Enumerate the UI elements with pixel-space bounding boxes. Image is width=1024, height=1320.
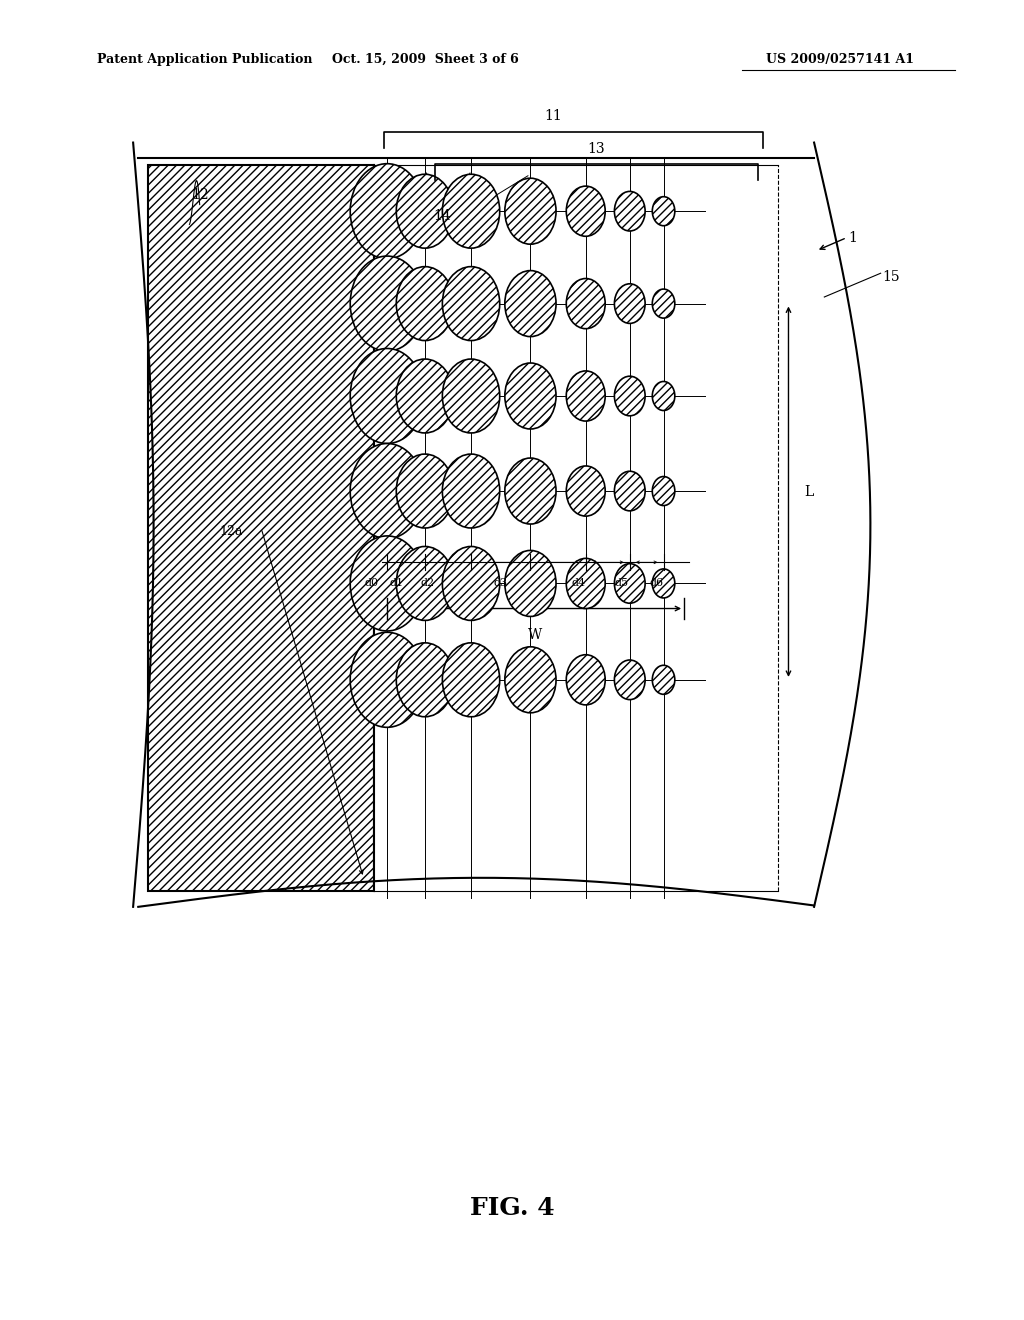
Text: 1: 1 bbox=[848, 231, 857, 244]
Text: d4: d4 bbox=[571, 578, 586, 589]
Circle shape bbox=[566, 371, 605, 421]
Circle shape bbox=[614, 564, 645, 603]
Circle shape bbox=[505, 647, 556, 713]
Circle shape bbox=[566, 279, 605, 329]
Circle shape bbox=[614, 376, 645, 416]
Circle shape bbox=[566, 558, 605, 609]
Text: 13: 13 bbox=[588, 141, 605, 156]
Circle shape bbox=[396, 174, 454, 248]
Text: d2: d2 bbox=[421, 578, 435, 589]
Text: Patent Application Publication: Patent Application Publication bbox=[97, 53, 312, 66]
Circle shape bbox=[396, 454, 454, 528]
Circle shape bbox=[442, 174, 500, 248]
Circle shape bbox=[652, 289, 675, 318]
Circle shape bbox=[614, 284, 645, 323]
Text: 12: 12 bbox=[190, 187, 209, 202]
Text: Oct. 15, 2009  Sheet 3 of 6: Oct. 15, 2009 Sheet 3 of 6 bbox=[332, 53, 518, 66]
Circle shape bbox=[442, 454, 500, 528]
Circle shape bbox=[652, 569, 675, 598]
Bar bbox=[148, 165, 374, 891]
Circle shape bbox=[614, 471, 645, 511]
Text: d1: d1 bbox=[389, 578, 403, 589]
Bar bbox=[374, 165, 773, 891]
Text: d3: d3 bbox=[494, 578, 508, 589]
Circle shape bbox=[350, 536, 424, 631]
Text: d0: d0 bbox=[365, 578, 379, 589]
Circle shape bbox=[350, 444, 424, 539]
Circle shape bbox=[350, 348, 424, 444]
Text: 12a: 12a bbox=[219, 525, 243, 539]
Circle shape bbox=[442, 359, 500, 433]
Circle shape bbox=[614, 660, 645, 700]
Circle shape bbox=[350, 632, 424, 727]
Text: US 2009/0257141 A1: US 2009/0257141 A1 bbox=[766, 53, 913, 66]
Text: FIG. 4: FIG. 4 bbox=[470, 1196, 554, 1220]
Circle shape bbox=[566, 655, 605, 705]
Circle shape bbox=[652, 197, 675, 226]
Circle shape bbox=[652, 381, 675, 411]
Circle shape bbox=[396, 267, 454, 341]
Circle shape bbox=[505, 458, 556, 524]
Text: L: L bbox=[804, 484, 813, 499]
Circle shape bbox=[652, 665, 675, 694]
Circle shape bbox=[652, 477, 675, 506]
Circle shape bbox=[396, 643, 454, 717]
Text: 11: 11 bbox=[544, 108, 562, 123]
Circle shape bbox=[614, 191, 645, 231]
Circle shape bbox=[566, 186, 605, 236]
Circle shape bbox=[396, 359, 454, 433]
Text: d6: d6 bbox=[649, 578, 664, 589]
Circle shape bbox=[350, 256, 424, 351]
Circle shape bbox=[505, 363, 556, 429]
Circle shape bbox=[442, 643, 500, 717]
Circle shape bbox=[396, 546, 454, 620]
Circle shape bbox=[505, 271, 556, 337]
Circle shape bbox=[505, 178, 556, 244]
Circle shape bbox=[350, 164, 424, 259]
Circle shape bbox=[442, 267, 500, 341]
Circle shape bbox=[442, 546, 500, 620]
Circle shape bbox=[566, 466, 605, 516]
Text: W: W bbox=[528, 628, 543, 643]
Circle shape bbox=[505, 550, 556, 616]
Text: d5: d5 bbox=[614, 578, 629, 589]
Text: 14: 14 bbox=[433, 209, 452, 223]
Text: 15: 15 bbox=[883, 271, 900, 284]
